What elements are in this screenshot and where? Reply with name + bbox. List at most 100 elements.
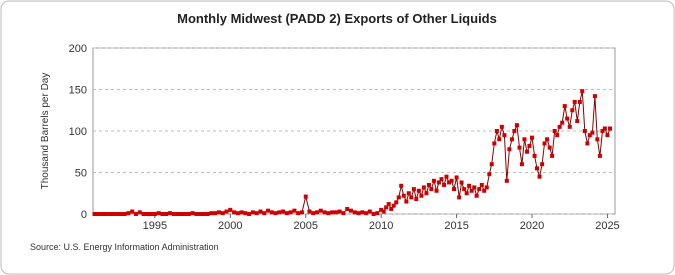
data-point: [232, 210, 237, 215]
data-point: [250, 210, 255, 215]
data-point: [122, 212, 127, 216]
data-point: [149, 212, 154, 216]
data-point: [464, 191, 469, 196]
data-point: [137, 210, 142, 215]
data-point: [404, 199, 409, 204]
data-point: [567, 124, 572, 129]
data-point: [130, 209, 135, 214]
data-point: [467, 183, 472, 188]
data-point: [454, 175, 459, 180]
data-point: [375, 211, 380, 216]
data-point: [507, 147, 512, 152]
data-point: [175, 212, 180, 216]
data-point: [535, 166, 540, 171]
data-point: [247, 212, 252, 216]
y-axis-label: Thousand Barrels per Day: [40, 73, 51, 190]
data-point: [530, 135, 535, 140]
data-point: [364, 211, 369, 216]
data-point: [179, 212, 184, 216]
data-point: [587, 133, 592, 138]
data-point: [416, 188, 421, 193]
data-point: [164, 212, 169, 216]
data-point: [431, 178, 436, 183]
data-point: [288, 210, 293, 215]
data-point: [580, 89, 585, 94]
data-point: [356, 211, 361, 216]
data-point: [396, 195, 401, 200]
data-point: [555, 133, 560, 138]
data-point: [519, 162, 524, 167]
data-point: [600, 129, 605, 133]
data-point: [96, 212, 101, 216]
data-point: [421, 185, 426, 190]
y-tick-label: 200: [69, 43, 87, 55]
data-point: [371, 212, 376, 216]
data-point: [434, 188, 439, 193]
data-point: [575, 119, 580, 124]
data-point: [326, 211, 331, 216]
data-point: [311, 211, 316, 216]
data-point: [243, 211, 248, 216]
data-point: [224, 209, 229, 214]
data-point: [477, 187, 482, 192]
x-tick-label: 2000: [218, 220, 242, 232]
data-point: [502, 133, 507, 138]
data-point: [522, 137, 527, 142]
data-point: [449, 178, 454, 183]
data-point: [472, 185, 477, 190]
data-point: [254, 211, 259, 216]
data-point: [352, 210, 357, 215]
data-point: [201, 212, 206, 216]
data-point: [118, 212, 123, 216]
data-point: [269, 210, 274, 215]
data-point: [345, 207, 350, 212]
data-point: [605, 133, 610, 138]
data-point: [570, 108, 575, 113]
y-tick-label: 0: [81, 209, 87, 221]
data-point: [307, 209, 312, 214]
data-point: [303, 194, 308, 199]
y-tick-label: 100: [69, 126, 87, 138]
data-point: [391, 203, 396, 208]
data-point: [145, 212, 150, 216]
y-tick-label: 150: [69, 85, 87, 97]
data-point: [462, 187, 467, 192]
data-point: [459, 180, 464, 185]
data-point: [547, 145, 552, 150]
data-point: [273, 211, 278, 216]
data-point: [115, 212, 120, 216]
data-point: [439, 177, 444, 182]
data-point: [141, 212, 146, 216]
data-point: [494, 129, 499, 133]
data-point: [284, 211, 289, 216]
data-point: [213, 211, 218, 216]
source: Source: U.S. Energy Information Administ…: [30, 242, 219, 252]
data-point: [602, 126, 607, 131]
data-point: [239, 210, 244, 215]
data-point: [424, 191, 429, 196]
data-point: [337, 209, 342, 214]
data-point: [409, 195, 414, 200]
data-point: [484, 185, 489, 190]
data-point: [156, 211, 161, 216]
data-point: [509, 137, 514, 142]
data-point: [595, 137, 600, 142]
data-point: [228, 207, 233, 212]
data-point: [442, 182, 447, 187]
data-point: [565, 116, 570, 121]
data-point: [266, 208, 271, 213]
data-point: [235, 211, 240, 216]
data-point: [186, 212, 191, 216]
data-point: [499, 124, 504, 129]
data-point: [429, 187, 434, 192]
data-point: [296, 211, 301, 216]
data-point: [384, 205, 389, 210]
data-point: [452, 187, 457, 192]
data-point: [330, 210, 335, 215]
data-point: [216, 210, 221, 215]
data-point: [133, 212, 138, 216]
data-point: [504, 178, 509, 183]
data-point: [299, 210, 304, 215]
x-tick-label: 2020: [520, 220, 544, 232]
data-point: [590, 130, 595, 135]
